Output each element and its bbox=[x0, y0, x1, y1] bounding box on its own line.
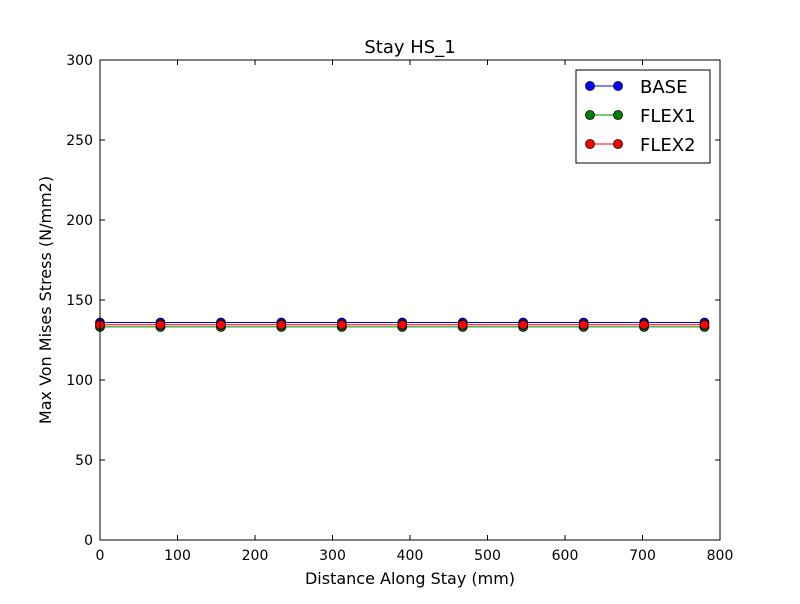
legend-marker-flex2 bbox=[613, 139, 623, 149]
data-point-flex2 bbox=[639, 319, 649, 330]
data-point-flex2 bbox=[276, 319, 287, 330]
data-point-flex2 bbox=[699, 319, 710, 330]
legend-marker-base bbox=[585, 81, 595, 91]
legend: BASE FLEX1 FLEX2 bbox=[575, 69, 711, 164]
y-tick-label: 150 bbox=[66, 293, 93, 309]
x-tick-label: 300 bbox=[319, 548, 346, 564]
x-tick-label: 800 bbox=[707, 548, 734, 564]
legend-label-base: BASE bbox=[640, 77, 687, 98]
x-tick-label: 700 bbox=[629, 548, 656, 564]
legend-marker-flex1 bbox=[585, 110, 595, 120]
y-tick-label: 300 bbox=[66, 53, 93, 69]
x-tick-label: 500 bbox=[474, 548, 501, 564]
data-point-flex2 bbox=[155, 319, 166, 330]
data-point-flex2 bbox=[336, 319, 347, 330]
legend-label-flex2: FLEX2 bbox=[640, 135, 696, 156]
data-point-flex2 bbox=[578, 319, 589, 330]
y-tick-label: 100 bbox=[66, 373, 93, 389]
legend-label-flex1: FLEX1 bbox=[640, 106, 696, 127]
x-tick-label: 600 bbox=[552, 548, 579, 564]
y-tick-label: 250 bbox=[66, 133, 93, 149]
y-tick-label: 50 bbox=[75, 453, 93, 469]
y-tick-label: 0 bbox=[84, 533, 93, 549]
x-tick-label: 0 bbox=[96, 548, 105, 564]
x-tick-label: 400 bbox=[397, 548, 424, 564]
data-point-flex2 bbox=[457, 319, 468, 330]
chart-title: Stay HS_1 bbox=[364, 37, 455, 58]
y-tick-label: 200 bbox=[66, 213, 93, 229]
x-tick-label: 200 bbox=[242, 548, 269, 564]
x-tick-label: 100 bbox=[164, 548, 191, 564]
y-axis-label: Max Von Mises Stress (N/mm2) bbox=[36, 176, 55, 424]
legend-marker-flex1 bbox=[613, 110, 623, 120]
plot-area: 0 100 200 300 400 500 600 700 800 0 50 100 150 200 250… bbox=[66, 53, 733, 564]
legend-marker-base bbox=[613, 81, 623, 91]
legend-marker-flex2 bbox=[585, 139, 595, 149]
data-point-flex2 bbox=[518, 319, 529, 330]
data-point-flex2 bbox=[215, 319, 226, 330]
x-axis-label: Distance Along Stay (mm) bbox=[305, 569, 515, 588]
data-point-flex2 bbox=[397, 319, 408, 330]
